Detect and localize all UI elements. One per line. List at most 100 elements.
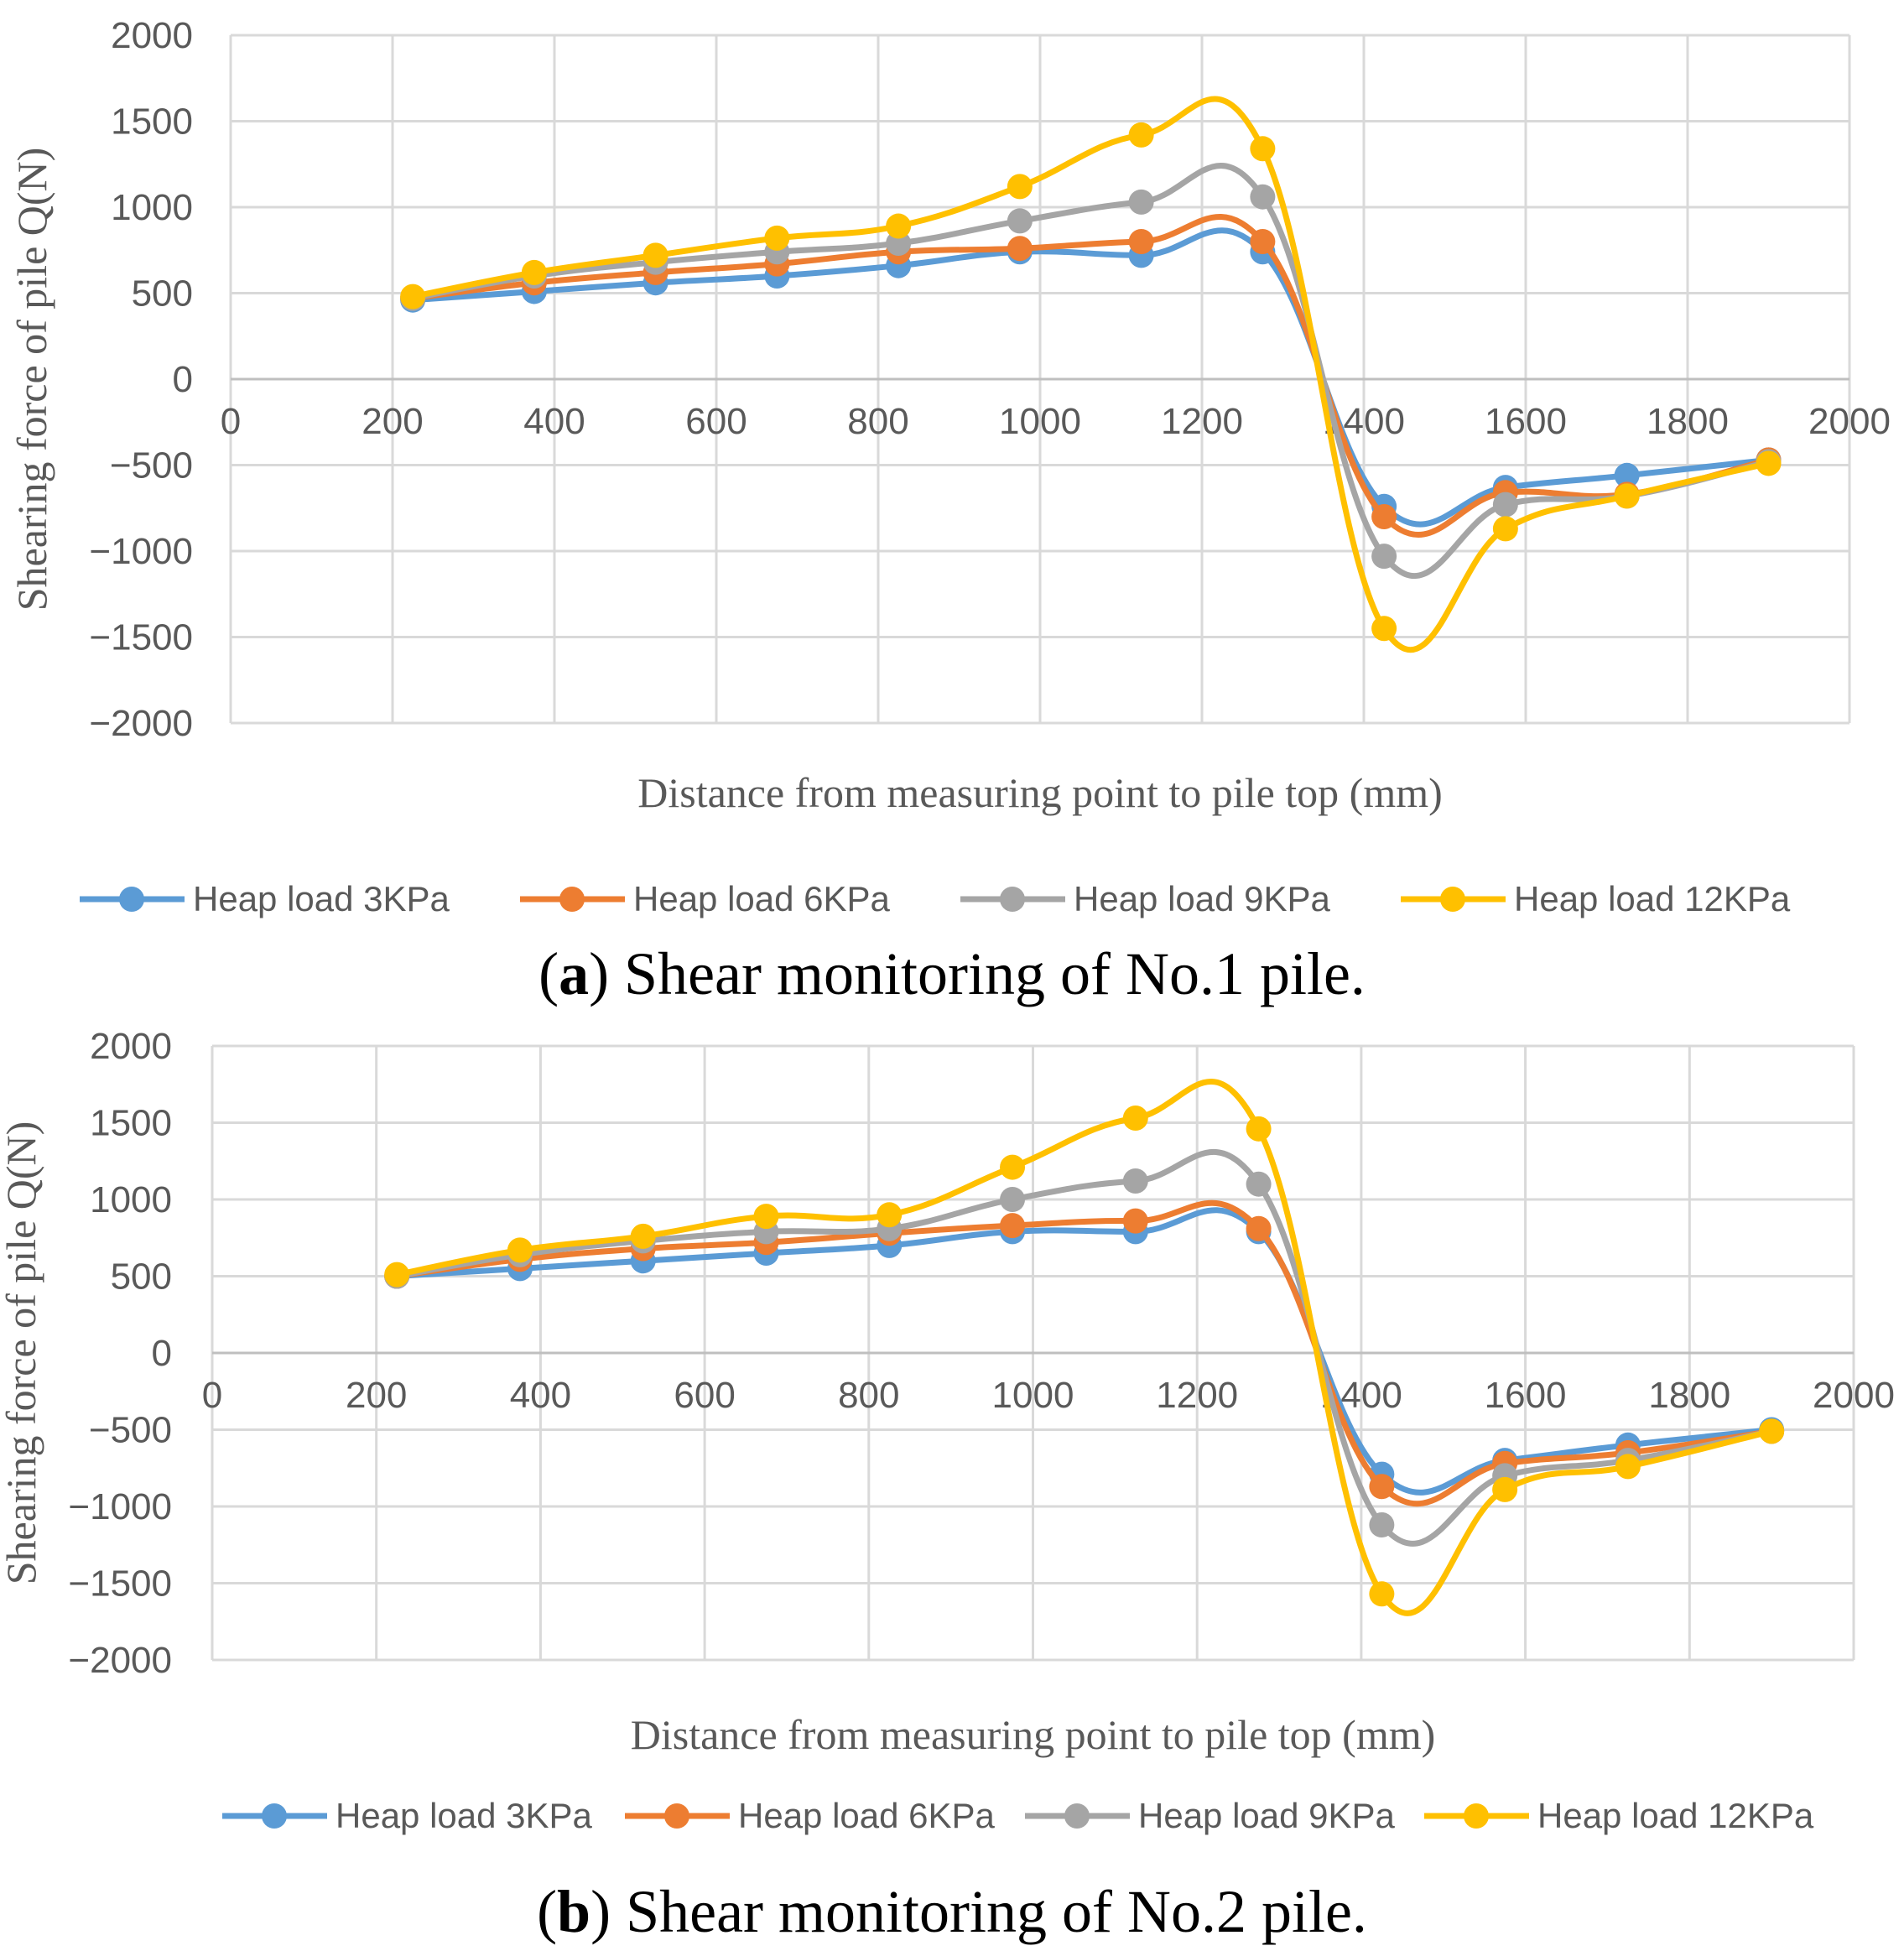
x-tick-label: 2000 <box>1813 1375 1895 1416</box>
x-axis-title: Distance from measuring point to pile to… <box>637 769 1443 816</box>
legend-label: Heap load 6KPa <box>738 1796 996 1835</box>
data-point <box>753 1204 779 1230</box>
x-tick-label: 0 <box>221 401 241 442</box>
legend-item: Heap load 9KPa <box>960 879 1331 918</box>
data-point <box>1007 208 1033 234</box>
data-point <box>1615 1454 1641 1480</box>
y-tick-label: −2000 <box>89 703 193 744</box>
data-point <box>1614 483 1640 509</box>
y-tick-label: 1000 <box>111 187 193 228</box>
legend-marker <box>1000 887 1025 912</box>
y-axis-title: Shearing force of pile Q(N) <box>0 1121 44 1585</box>
data-point <box>1122 1106 1148 1132</box>
legend-item: Heap load 9KPa <box>1025 1796 1396 1835</box>
data-point <box>507 1237 533 1263</box>
panel-a: 2000 1500 1000 500 0 −500 −1000 −1500 −2000 0 200 4… <box>8 15 1891 1007</box>
data-point <box>642 242 668 268</box>
x-tick-label: 2000 <box>1808 401 1891 442</box>
data-point <box>1122 1208 1148 1234</box>
legend-marker <box>119 887 144 912</box>
data-point <box>1250 229 1276 254</box>
legend-item: Heap load 12KPa <box>1424 1796 1814 1835</box>
data-point <box>1250 184 1276 210</box>
x-tick-label: 400 <box>510 1375 571 1416</box>
data-point <box>1492 492 1518 518</box>
x-tick-label: 1200 <box>1156 1375 1238 1416</box>
x-tick-label: 1800 <box>1646 401 1729 442</box>
x-tick-label: 1800 <box>1648 1375 1730 1416</box>
series-line <box>396 1079 1772 1616</box>
data-point <box>886 213 912 239</box>
legend-label: Heap load 3KPa <box>336 1796 593 1835</box>
data-point <box>1369 1474 1395 1500</box>
legend-label: Heap load 9KPa <box>1138 1796 1396 1835</box>
chart-b: 2000 1500 1000 500 0 −500 −1000 −1500 −2000 0 200 4… <box>0 1026 1895 1835</box>
data-point <box>1492 516 1518 542</box>
data-point <box>1492 1476 1518 1502</box>
data-point <box>630 1223 656 1249</box>
legend-item: Heap load 3KPa <box>80 879 450 918</box>
series-heap-load-12kpa <box>400 96 1782 653</box>
x-tick-label: 600 <box>685 401 747 442</box>
legend-marker <box>1064 1803 1090 1829</box>
x-tick-label: 1000 <box>999 401 1081 442</box>
x-tick-label: 200 <box>346 1375 407 1416</box>
y-tick-label: 0 <box>173 359 193 400</box>
series-line <box>396 1149 1772 1547</box>
data-point <box>1371 544 1397 570</box>
y-tick-label: −1500 <box>89 617 193 658</box>
data-point <box>1007 174 1033 200</box>
legend-marker <box>1464 1803 1489 1829</box>
data-point <box>521 259 547 285</box>
data-point <box>1759 1418 1785 1444</box>
x-tick-label: 1000 <box>992 1375 1074 1416</box>
data-point <box>1250 136 1276 162</box>
data-point <box>1369 1511 1395 1537</box>
legend-marker <box>1440 887 1465 912</box>
data-point <box>1128 122 1154 148</box>
y-tick-label: 500 <box>111 1256 172 1298</box>
legend-item: Heap load 6KPa <box>625 1796 996 1835</box>
data-point <box>1246 1116 1272 1142</box>
caption-b: (b) Shear monitoring of No.2 pile. <box>537 1878 1367 1945</box>
x-tick-label: 0 <box>202 1375 222 1416</box>
data-point <box>384 1262 410 1288</box>
caption-a: (a) Shear monitoring of No.1 pile. <box>538 940 1366 1007</box>
data-point <box>1007 236 1033 262</box>
legend: Heap load 3KPa Heap load 6KPa Heap load 9K… <box>222 1796 1814 1835</box>
series-line <box>412 96 1770 653</box>
legend-label: Heap load 9KPa <box>1074 879 1331 918</box>
y-tick-label: −500 <box>110 445 193 486</box>
legend-item: Heap load 3KPa <box>222 1796 593 1835</box>
data-point <box>1000 1187 1026 1212</box>
y-tick-label: −2000 <box>68 1640 172 1681</box>
y-tick-label: −1000 <box>89 531 193 572</box>
legend-marker <box>559 887 585 912</box>
y-tick-label: 500 <box>132 273 193 315</box>
x-tick-label: 800 <box>838 1375 899 1416</box>
data-point <box>400 284 426 310</box>
legend-item: Heap load 6KPa <box>520 879 891 918</box>
legend-item: Heap load 12KPa <box>1401 879 1791 918</box>
series-heap-load-12kpa <box>384 1079 1785 1616</box>
data-point <box>1371 504 1397 529</box>
y-tick-label: −1000 <box>68 1486 172 1527</box>
legend-label: Heap load 6KPa <box>633 879 891 918</box>
legend-marker <box>262 1803 287 1829</box>
legend-label: Heap load 12KPa <box>1537 1796 1814 1835</box>
data-point <box>764 225 790 251</box>
y-tick-label: 1000 <box>90 1179 172 1220</box>
y-tick-label: −500 <box>89 1410 172 1451</box>
y-tick-label: 2000 <box>111 15 193 56</box>
panel-b: 2000 1500 1000 500 0 −500 −1000 −1500 −2000 0 200 4… <box>0 976 1904 1951</box>
series-heap-load-9kpa <box>400 163 1782 580</box>
y-tick-label: 1500 <box>111 101 193 143</box>
x-tick-label: 600 <box>674 1375 735 1416</box>
legend: Heap load 3KPa Heap load 6KPa Heap load 9K… <box>80 879 1791 918</box>
data-point <box>1614 462 1640 488</box>
data-point <box>1371 616 1397 642</box>
x-tick-label: 400 <box>523 401 585 442</box>
y-tick-label: 1500 <box>90 1103 172 1144</box>
data-point <box>877 1202 903 1228</box>
x-tick-label: 1600 <box>1485 401 1567 442</box>
